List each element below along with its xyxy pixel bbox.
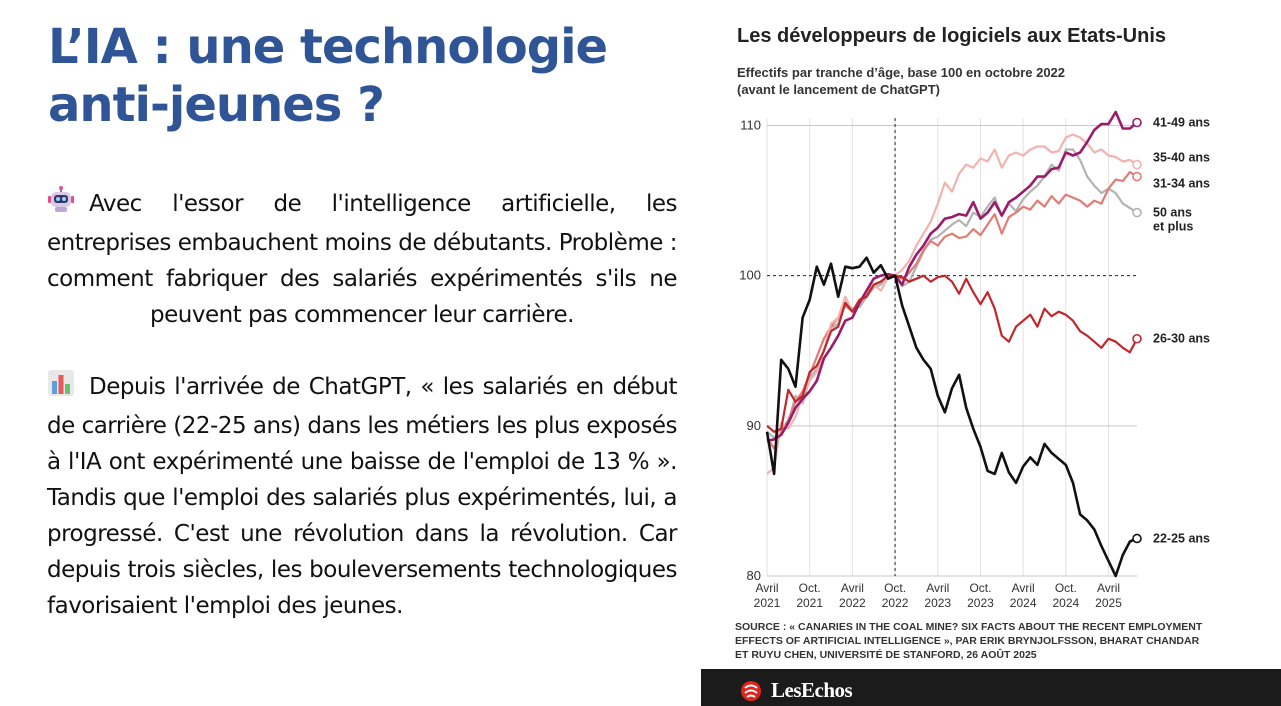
body-text: Avec l'essor de l'intelligence artificie… [47, 186, 678, 624]
series-end-marker [1132, 533, 1142, 544]
series-line [766, 148, 1138, 439]
x-tick-label: 2021 [754, 596, 781, 610]
x-tick-label: Oct. [1055, 581, 1077, 595]
y-tick-label: 90 [747, 418, 761, 433]
x-axis-ticks: Avril2021Oct.2021Avril2022Oct.2022Avril2… [754, 581, 1123, 610]
series-label: 35-40 ans [1153, 151, 1210, 165]
x-tick-label: Oct. [969, 581, 991, 595]
series-label: 26-30 ans [1153, 332, 1210, 346]
x-tick-label: Oct. [884, 581, 906, 595]
series-end-marker [1132, 159, 1142, 170]
x-tick-label: 2025 [1095, 596, 1122, 610]
paragraph-2-text: Depuis l'arrivée de ChatGPT, « les salar… [47, 374, 678, 619]
series-label: 22-25 ans [1153, 531, 1210, 545]
series-line [766, 171, 1138, 450]
y-tick-label: 100 [739, 268, 761, 283]
series-label: 41-49 ans [1153, 116, 1210, 130]
series-line [766, 133, 1138, 475]
x-tick-label: 2024 [1052, 596, 1079, 610]
chart-title: Les développeurs de logiciels aux Etats-… [737, 25, 1166, 47]
series-line [765, 256, 1138, 578]
x-tick-label: Avril [841, 581, 864, 595]
x-tick-label: Avril [926, 581, 949, 595]
x-tick-label: 2023 [924, 596, 951, 610]
series-end-marker [1132, 333, 1142, 344]
chart-subtitle-line-2: (avant le lancement de ChatGPT) [737, 82, 940, 97]
les-echos-logo-icon [741, 680, 761, 701]
brand-name: LesEchos [771, 678, 853, 702]
y-tick-label: 80 [747, 568, 761, 583]
title-line-2: anti-jeunes ? [48, 77, 385, 133]
y-axis-ticks: 80 90 100 110 [739, 118, 761, 583]
paragraph-1-text: Avec l'essor de l'intelligence artificie… [47, 191, 678, 328]
x-tick-label: 2024 [1010, 596, 1037, 610]
chart-subtitle-line-1: Effectifs par tranche d’âge, base 100 en… [737, 65, 1065, 80]
grid [766, 118, 1137, 577]
y-tick-label: 110 [740, 118, 761, 133]
x-tick-label: Avril [1097, 581, 1120, 595]
robot-icon [47, 186, 75, 225]
series-lines [765, 110, 1142, 578]
series-line [766, 274, 1138, 433]
les-echos-logo: LesEchos [739, 678, 853, 703]
bar-chart-icon [47, 369, 75, 408]
series-end-marker [1132, 117, 1142, 128]
source-line-1: SOURCE : « CANARIES IN THE COAL MINE? SI… [735, 621, 1203, 633]
paragraph-1: Avec l'essor de l'intelligence artificie… [47, 186, 678, 333]
source-line-3: ET RUYU CHEN, UNIVERSITÉ DE STANFORD, 26… [735, 648, 1037, 661]
series-line [766, 110, 1138, 443]
chart-panel: Les développeurs de logiciels aux Etats-… [701, 0, 1281, 706]
x-tick-label: Avril [1012, 581, 1035, 595]
x-tick-label: 2022 [882, 596, 909, 610]
x-tick-label: Oct. [799, 581, 821, 595]
series-end-marker [1132, 171, 1142, 182]
title-line-1: L’IA : une technologie [48, 19, 608, 75]
x-tick-label: 2023 [967, 596, 994, 610]
x-tick-label: 2021 [796, 596, 823, 610]
line-chart: Les développeurs de logiciels aux Etats-… [735, 25, 1210, 661]
series-label: et plus [1153, 220, 1193, 234]
series-end-marker [1132, 207, 1142, 218]
source-line-2: EFFECTS OF ARTIFICIAL INTELLIGENCE », PA… [735, 635, 1200, 647]
x-tick-label: Avril [755, 581, 778, 595]
footer-bar: LesEchos [701, 669, 1281, 706]
series-label: 31-34 ans [1153, 177, 1210, 191]
paragraph-2: Depuis l'arrivée de ChatGPT, « les salar… [47, 369, 678, 624]
x-tick-label: 2022 [839, 596, 866, 610]
slide-title: L’IA : une technologie anti-jeunes ? [48, 18, 688, 134]
series-label: 50 ans [1153, 206, 1192, 220]
